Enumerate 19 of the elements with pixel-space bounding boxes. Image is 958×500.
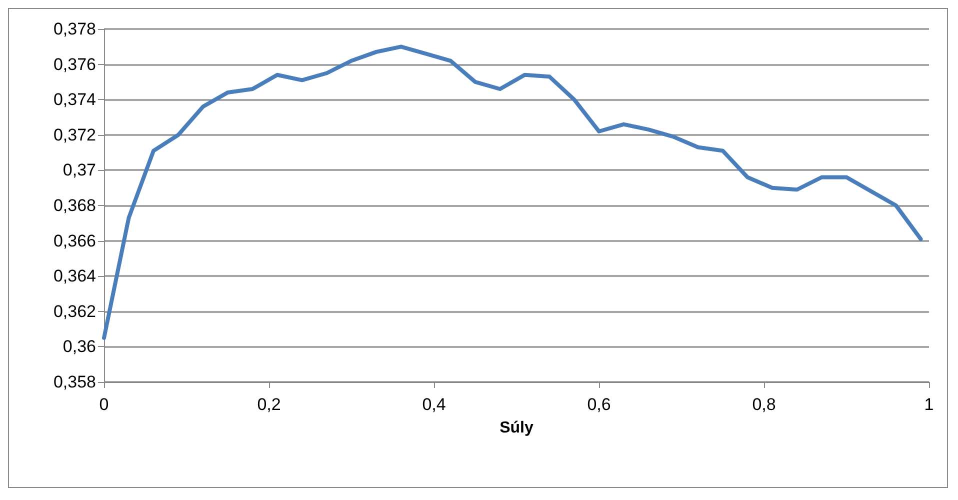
y-tick-label: 0,368 [53, 196, 96, 215]
x-tick-label: 1 [924, 395, 934, 414]
y-tick-label: 0,378 [53, 20, 96, 38]
y-tick-label: 0,364 [53, 266, 96, 286]
x-tick-label: 0,6 [587, 395, 611, 414]
y-tick-label: 0,366 [53, 231, 96, 250]
y-tick-label: 0,372 [53, 125, 96, 144]
y-tick-label: 0,358 [53, 372, 96, 392]
y-tick-label: 0,36 [62, 337, 96, 356]
y-tick-label: 0,37 [62, 160, 96, 180]
y-tick-label: 0,376 [53, 54, 96, 74]
y-tick-label: 0,362 [53, 302, 96, 321]
y-tick-label: 0,374 [53, 90, 96, 110]
x-tick-label: 0,4 [422, 395, 446, 414]
line-series [102, 44, 923, 340]
x-tick-label: 0,8 [752, 395, 776, 414]
x-tick-label: 0 [99, 395, 109, 414]
x-axis-title: Súly [500, 420, 534, 436]
x-tick-label: 0,2 [257, 395, 281, 414]
